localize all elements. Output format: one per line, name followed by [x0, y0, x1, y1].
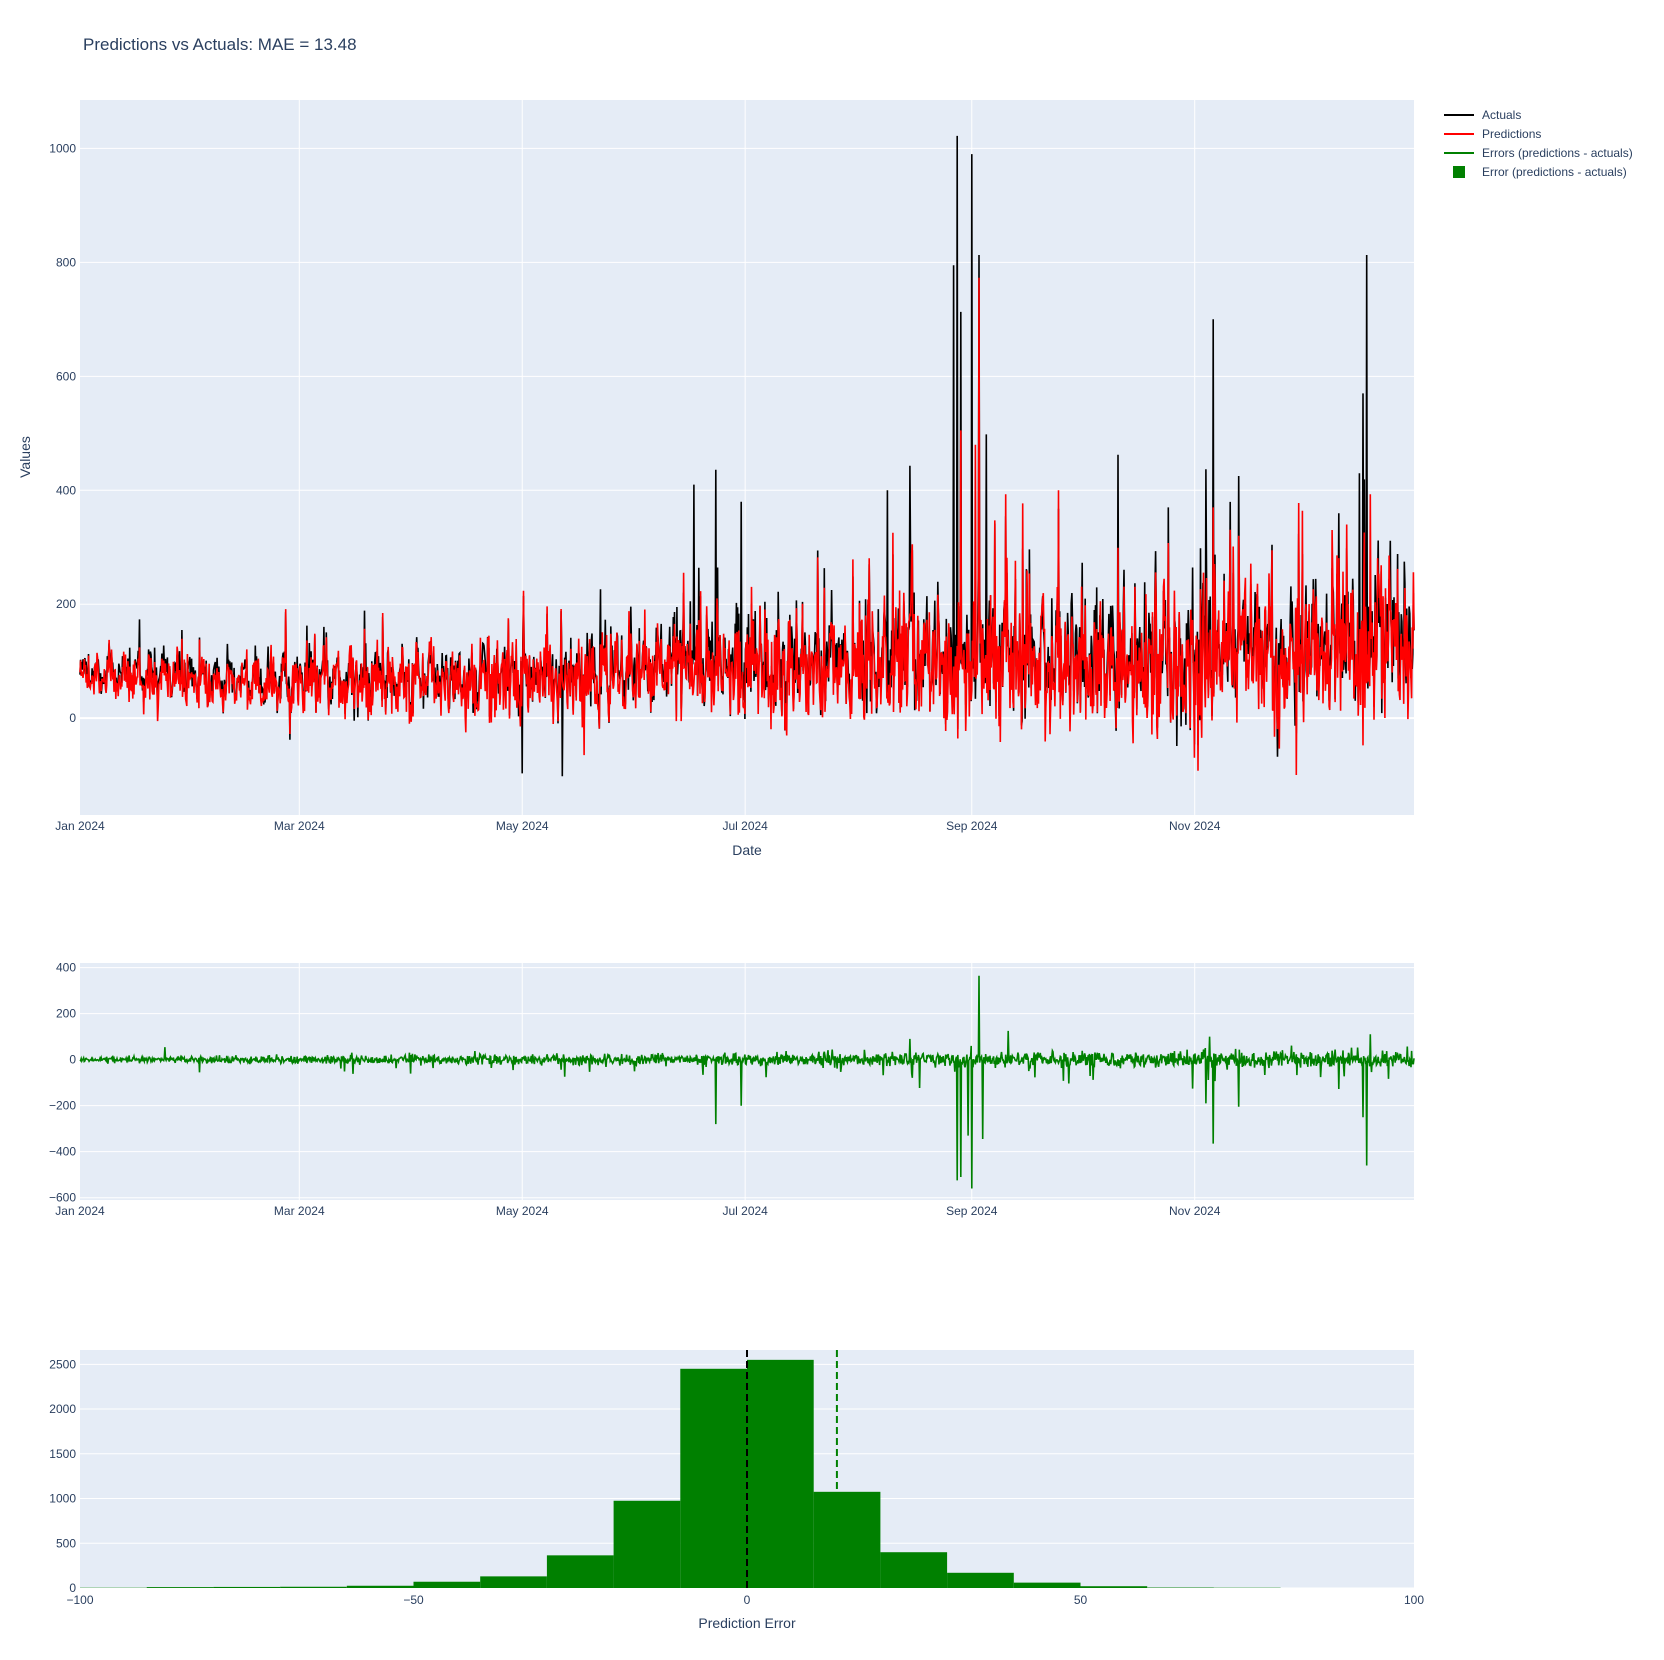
- x-tick-label: −50: [403, 1593, 424, 1607]
- histogram-bar[interactable]: [146, 1587, 214, 1588]
- gridlines-1: [80, 100, 1414, 815]
- x-tick-label: Jan 2024: [55, 1204, 105, 1218]
- histogram-bar[interactable]: [280, 1586, 347, 1588]
- x-tick-label: Mar 2024: [274, 819, 325, 833]
- y-tick-label: −200: [49, 1099, 76, 1113]
- y-tick-label: 400: [56, 961, 76, 975]
- y-tick-label: 500: [56, 1536, 76, 1550]
- x-tick-label: 100: [1404, 1593, 1424, 1607]
- histogram-bar[interactable]: [680, 1368, 747, 1588]
- x-tick-label: Sep 2024: [946, 819, 998, 833]
- histogram-bar[interactable]: [413, 1581, 481, 1588]
- y-tick-label: 1000: [49, 1492, 76, 1506]
- histogram-bar[interactable]: [1080, 1586, 1148, 1588]
- legend-label: Error (predictions - actuals): [1482, 165, 1627, 179]
- histogram-bar[interactable]: [346, 1585, 414, 1588]
- legend-swatch-square: [1453, 166, 1465, 178]
- y-tick-label: 2000: [49, 1402, 76, 1416]
- histogram-bars: [80, 1359, 1281, 1588]
- y-tick-label: −600: [49, 1191, 76, 1205]
- histogram-bar[interactable]: [747, 1359, 814, 1588]
- axis-ticks-3: 0 500 1000 1500 2000 2500 −100 −50 0 50 100: [49, 1357, 1424, 1607]
- axis-ticks-1: Jan 2024 Mar 2024 May 2024 Jul 2024 Sep 2024…: [49, 141, 1220, 833]
- legend-label: Errors (predictions - actuals): [1482, 146, 1633, 160]
- y-tick-label: 0: [69, 1581, 76, 1595]
- panel-histogram: 0 500 1000 1500 2000 2500 −100 −50 0 50 100 Predic…: [49, 1350, 1424, 1631]
- series-lines-2: [79, 975, 1415, 1189]
- y-tick-label: 400: [56, 483, 76, 497]
- y-tick-label: 200: [56, 597, 76, 611]
- x-tick-label: Nov 2024: [1169, 819, 1221, 833]
- x-tick-label: −100: [66, 1593, 93, 1607]
- y-tick-label: 800: [56, 255, 76, 269]
- histogram-bar[interactable]: [613, 1500, 681, 1588]
- y-tick-label: 2500: [49, 1357, 76, 1371]
- legend-item[interactable]: Actuals: [1444, 108, 1521, 122]
- y-tick-label: −400: [49, 1145, 76, 1159]
- legend-item[interactable]: Predictions: [1444, 127, 1541, 141]
- y-tick-label: 0: [69, 711, 76, 725]
- legend-item[interactable]: Error (predictions - actuals): [1453, 165, 1627, 179]
- x-tick-label: May 2024: [496, 819, 549, 833]
- panel-actuals-predictions: Jan 2024 Mar 2024 May 2024 Jul 2024 Sep 2024…: [17, 100, 1415, 858]
- legend[interactable]: Actuals Predictions Errors (predictions - …: [1444, 108, 1633, 179]
- histogram-bar[interactable]: [213, 1586, 281, 1588]
- panel-errors: Jan 2024 Mar 2024 May 2024 Jul 2024 Sep 2024…: [49, 961, 1415, 1218]
- series-line-predictions: [79, 277, 1415, 776]
- x-tick-label: Jul 2024: [722, 1204, 768, 1218]
- x-tick-label: Sep 2024: [946, 1204, 998, 1218]
- x-tick-label: Nov 2024: [1169, 1204, 1221, 1218]
- chart-title: Predictions vs Actuals: MAE = 13.48: [83, 35, 357, 54]
- x-tick-label: Jul 2024: [722, 819, 768, 833]
- y-tick-label: 1000: [49, 141, 76, 155]
- y-tick-label: 600: [56, 369, 76, 383]
- histogram-bar[interactable]: [1013, 1582, 1081, 1588]
- y-tick-label: 0: [69, 1053, 76, 1067]
- y-tick-label: 200: [56, 1007, 76, 1021]
- x-tick-label: 0: [744, 1593, 751, 1607]
- axis-ticks-2: Jan 2024 Mar 2024 May 2024 Jul 2024 Sep 2024…: [49, 961, 1221, 1218]
- x-tick-label: 50: [1074, 1593, 1088, 1607]
- x-tick-label: Mar 2024: [274, 1204, 325, 1218]
- legend-label: Actuals: [1482, 108, 1521, 122]
- x-tick-label: May 2024: [496, 1204, 549, 1218]
- histogram-bar[interactable]: [813, 1491, 881, 1588]
- y-tick-label: 1500: [49, 1447, 76, 1461]
- reference-lines: [746, 1350, 838, 1588]
- series-lines-1: [79, 135, 1415, 777]
- series-line-errors: [79, 975, 1415, 1189]
- x-tick-label: Jan 2024: [55, 819, 105, 833]
- legend-item[interactable]: Errors (predictions - actuals): [1444, 146, 1633, 160]
- histogram-bar[interactable]: [480, 1576, 547, 1588]
- histogram-bar[interactable]: [947, 1572, 1014, 1588]
- y-axis-label-1: Values: [17, 436, 33, 478]
- histogram-bar[interactable]: [546, 1555, 614, 1588]
- x-axis-label-3: Prediction Error: [698, 1615, 796, 1631]
- histogram-bar[interactable]: [880, 1552, 948, 1588]
- x-axis-label-1: Date: [732, 842, 762, 858]
- legend-label: Predictions: [1482, 127, 1541, 141]
